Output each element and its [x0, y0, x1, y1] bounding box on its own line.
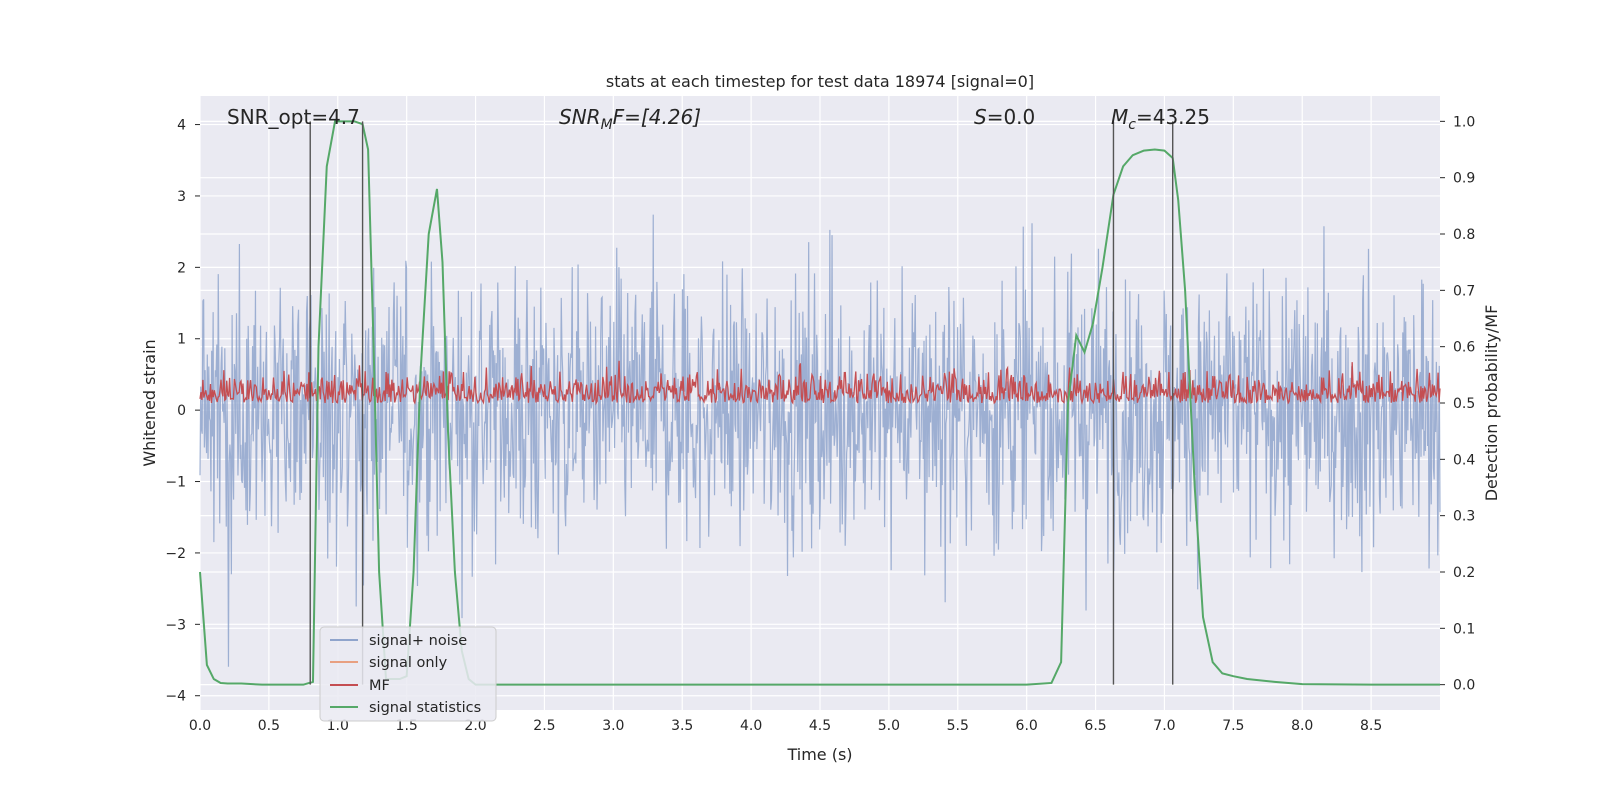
series-mf	[199, 360, 1441, 406]
y-axis-label-right: Detection probability/MF	[1482, 305, 1501, 502]
y-tick-label-right: 0.0	[1453, 678, 1475, 694]
x-tick-label: 4.5	[809, 718, 831, 734]
y-tick-label-left: −1	[165, 475, 186, 491]
y-tick-label-right: 1.0	[1453, 114, 1475, 130]
annotation-snr-mf-label: SNR	[559, 105, 601, 129]
x-tick-label: 5.0	[878, 718, 900, 734]
tick-layer: 0.0 0.5 1.0 1.5 2.0 2.5 3.0 3.5 4.0 4.5 5.0 5.5 6.0 6…	[165, 114, 1475, 734]
y-tick-label-right: 0.2	[1453, 565, 1475, 581]
y-tick-label-right: 0.6	[1453, 340, 1475, 356]
x-tick-label: 8.0	[1291, 718, 1313, 734]
legend-label-mf: MF	[369, 678, 390, 694]
x-tick-label: 2.0	[464, 718, 486, 734]
y-axis-label-left: Whitened strain	[140, 339, 159, 466]
x-tick-label: 1.5	[396, 718, 418, 734]
legend-label-noise: signal+ noise	[369, 633, 467, 649]
annotation-mc-sub: c	[1128, 117, 1136, 133]
x-tick-label: 3.5	[671, 718, 693, 734]
y-tick-label-left: −4	[165, 689, 186, 705]
y-tick-label-right: 0.4	[1453, 452, 1475, 468]
annotation-mc-label: M	[1111, 105, 1128, 129]
y-tick-label-left: −3	[165, 617, 186, 633]
annotation-snr-mf: SNRMF=[4.26]	[559, 105, 701, 133]
y-tick-label-left: 0	[177, 403, 186, 419]
annotation-mc-value: =43.25	[1136, 105, 1210, 129]
x-tick-label: 7.0	[1153, 718, 1175, 734]
y-tick-label-right: 0.1	[1453, 621, 1475, 637]
x-tick-label: 3.0	[602, 718, 624, 734]
y-tick-label-left: 3	[177, 189, 186, 205]
vertical-lines-layer	[309, 121, 1174, 685]
annotation-s: S=0.0	[974, 105, 1035, 129]
series-signal-noise	[199, 214, 1441, 667]
x-tick-label: 4.0	[740, 718, 762, 734]
legend: signal+ noise signal only MF signal stat…	[319, 626, 497, 722]
y-tick-label-left: −2	[165, 546, 186, 562]
mf-series-layer	[199, 360, 1441, 406]
annotation-s-value: =0.0	[987, 105, 1036, 129]
legend-box	[319, 626, 497, 722]
x-tick-label: 1.0	[327, 718, 349, 734]
x-tick-label: 2.5	[533, 718, 555, 734]
chart-title: stats at each timestep for test data 189…	[606, 72, 1034, 91]
y-tick-label-right: 0.5	[1453, 396, 1475, 412]
annotation-snr-mf-sub: M	[601, 117, 613, 133]
x-tick-label: 6.5	[1084, 718, 1106, 734]
x-tick-label: 8.5	[1360, 718, 1382, 734]
y-tick-label-right: 0.8	[1453, 227, 1475, 243]
legend-label-signal-only: signal only	[369, 655, 448, 671]
y-tick-label-right: 0.3	[1453, 509, 1475, 525]
x-tick-label: 7.5	[1222, 718, 1244, 734]
y-tick-label-left: 1	[177, 332, 186, 348]
x-axis-label: Time (s)	[786, 745, 852, 764]
x-tick-label: 0.5	[258, 718, 280, 734]
x-tick-label: 6.0	[1016, 718, 1038, 734]
x-tick-label: 0.0	[189, 718, 211, 734]
annotation-mc: Mc=43.25	[1111, 105, 1210, 133]
annotation-s-label: S	[974, 105, 987, 129]
y-tick-label-left: 2	[177, 260, 186, 276]
y-tick-label-right: 0.9	[1453, 171, 1475, 187]
legend-label-signal-statistics: signal statistics	[369, 700, 481, 716]
y-tick-label-right: 0.7	[1453, 283, 1475, 299]
annotation-snr-mf-suffix: F=[4.26]	[613, 105, 701, 129]
y-tick-label-left: 4	[177, 118, 186, 134]
annotation-snr-opt: SNR_opt=4.7	[227, 105, 360, 129]
x-tick-label: 5.5	[947, 718, 969, 734]
noise-series-layer	[199, 214, 1441, 667]
